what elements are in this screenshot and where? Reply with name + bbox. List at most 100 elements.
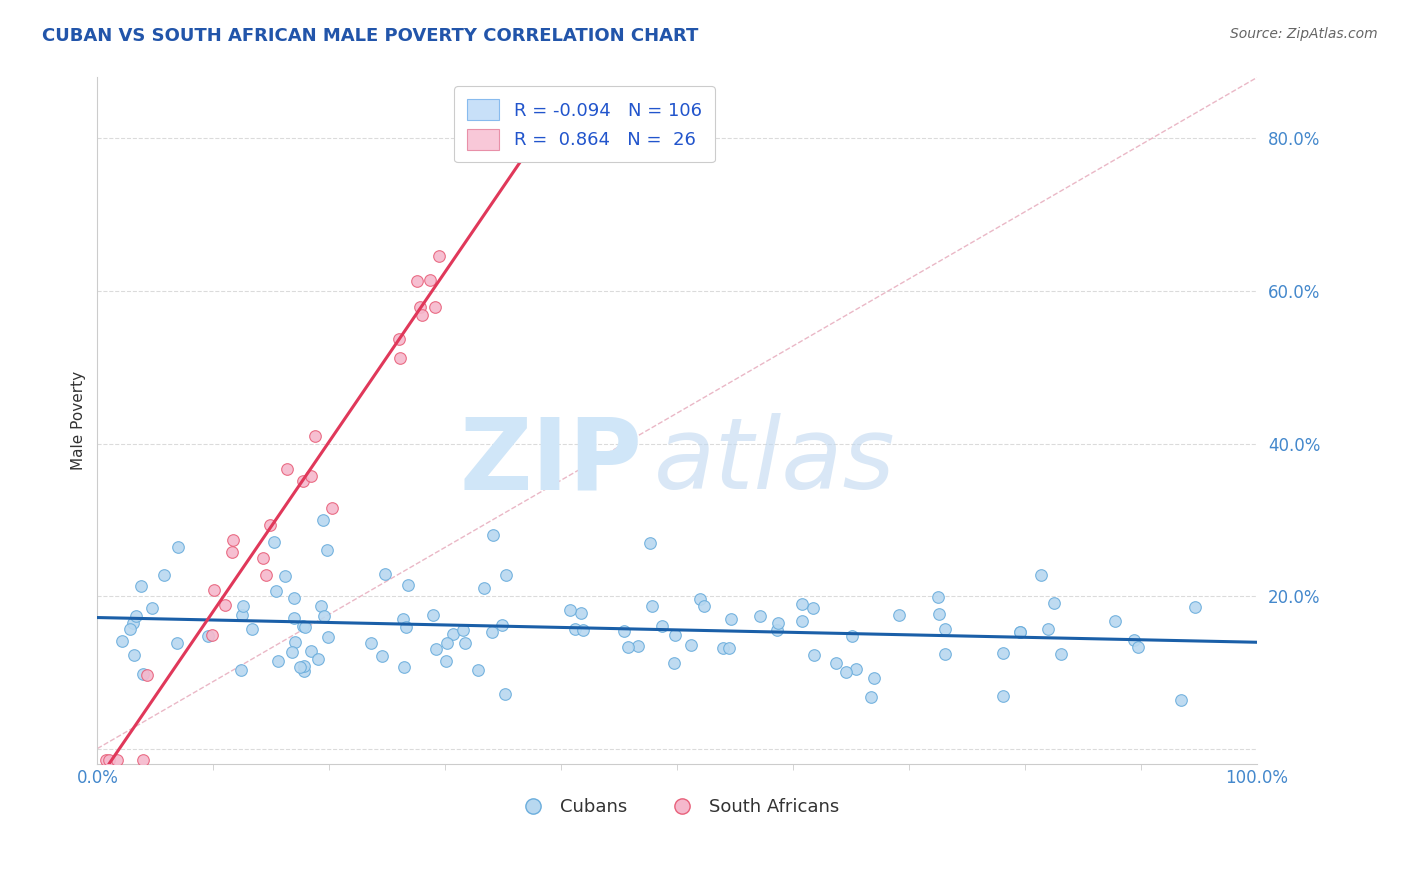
Point	[122, 648, 145, 662]
Point	[451, 624, 474, 638]
Point	[1104, 614, 1126, 628]
Point	[214, 599, 236, 613]
Point	[307, 651, 329, 665]
Point	[803, 648, 825, 662]
Point	[136, 667, 159, 681]
Point	[129, 579, 152, 593]
Point	[96, 753, 118, 767]
Point	[993, 646, 1015, 660]
Point	[1170, 693, 1192, 707]
Point	[1126, 640, 1149, 654]
Point	[792, 597, 814, 611]
Point	[232, 599, 254, 613]
Point	[1036, 622, 1059, 636]
Point	[423, 300, 446, 314]
Point	[749, 608, 772, 623]
Point	[616, 640, 638, 654]
Point	[222, 533, 245, 548]
Point	[835, 665, 858, 679]
Point	[391, 612, 413, 626]
Point	[97, 753, 120, 767]
Point	[425, 641, 447, 656]
Point	[267, 654, 290, 668]
Point	[664, 628, 686, 642]
Point	[427, 249, 450, 263]
Point	[409, 301, 432, 315]
Point	[141, 601, 163, 615]
Point	[110, 633, 132, 648]
Point	[292, 664, 315, 678]
Point	[1043, 596, 1066, 610]
Point	[481, 624, 503, 639]
Point	[627, 639, 650, 653]
Point	[292, 658, 315, 673]
Point	[640, 535, 662, 549]
Point	[481, 528, 503, 542]
Point	[292, 474, 315, 488]
Point	[229, 664, 252, 678]
Point	[231, 608, 253, 623]
Point	[641, 599, 664, 613]
Point	[928, 607, 950, 621]
Point	[405, 274, 427, 288]
Point	[292, 619, 315, 633]
Point	[299, 644, 322, 658]
Point	[571, 624, 593, 638]
Point	[934, 622, 956, 636]
Point	[166, 636, 188, 650]
Point	[252, 551, 274, 566]
Point	[284, 634, 307, 648]
Point	[132, 753, 155, 767]
Point	[264, 583, 287, 598]
Point	[441, 627, 464, 641]
Point	[197, 629, 219, 643]
Point	[120, 622, 142, 636]
Point	[283, 591, 305, 605]
Point	[860, 690, 883, 704]
Point	[766, 624, 789, 638]
Point	[993, 689, 1015, 703]
Point	[419, 273, 441, 287]
Point	[396, 578, 419, 592]
Point	[371, 649, 394, 664]
Text: CUBAN VS SOUTH AFRICAN MALE POVERTY CORRELATION CHART: CUBAN VS SOUTH AFRICAN MALE POVERTY CORR…	[42, 27, 699, 45]
Point	[436, 636, 458, 650]
Point	[294, 620, 316, 634]
Point	[1008, 625, 1031, 640]
Point	[467, 663, 489, 677]
Point	[221, 545, 243, 559]
Point	[374, 567, 396, 582]
Point	[240, 622, 263, 636]
Point	[315, 543, 337, 558]
Point	[887, 607, 910, 622]
Point	[411, 308, 433, 322]
Point	[422, 607, 444, 622]
Point	[862, 671, 884, 685]
Point	[167, 540, 190, 554]
Point	[934, 647, 956, 661]
Point	[801, 600, 824, 615]
Point	[318, 631, 340, 645]
Point	[299, 469, 322, 483]
Point	[560, 603, 582, 617]
Point	[495, 568, 517, 582]
Point	[844, 662, 866, 676]
Point	[927, 590, 949, 604]
Point	[274, 569, 297, 583]
Point	[613, 624, 636, 638]
Point	[132, 667, 155, 681]
Point	[494, 687, 516, 701]
Point	[569, 606, 592, 620]
Text: atlas: atlas	[654, 413, 896, 510]
Point	[1008, 625, 1031, 640]
Point	[283, 611, 305, 625]
Text: Source: ZipAtlas.com: Source: ZipAtlas.com	[1230, 27, 1378, 41]
Point	[1031, 567, 1053, 582]
Point	[841, 629, 863, 643]
Point	[105, 753, 128, 767]
Point	[276, 462, 298, 476]
Point	[1123, 632, 1146, 647]
Point	[790, 614, 813, 628]
Point	[125, 608, 148, 623]
Point	[564, 623, 586, 637]
